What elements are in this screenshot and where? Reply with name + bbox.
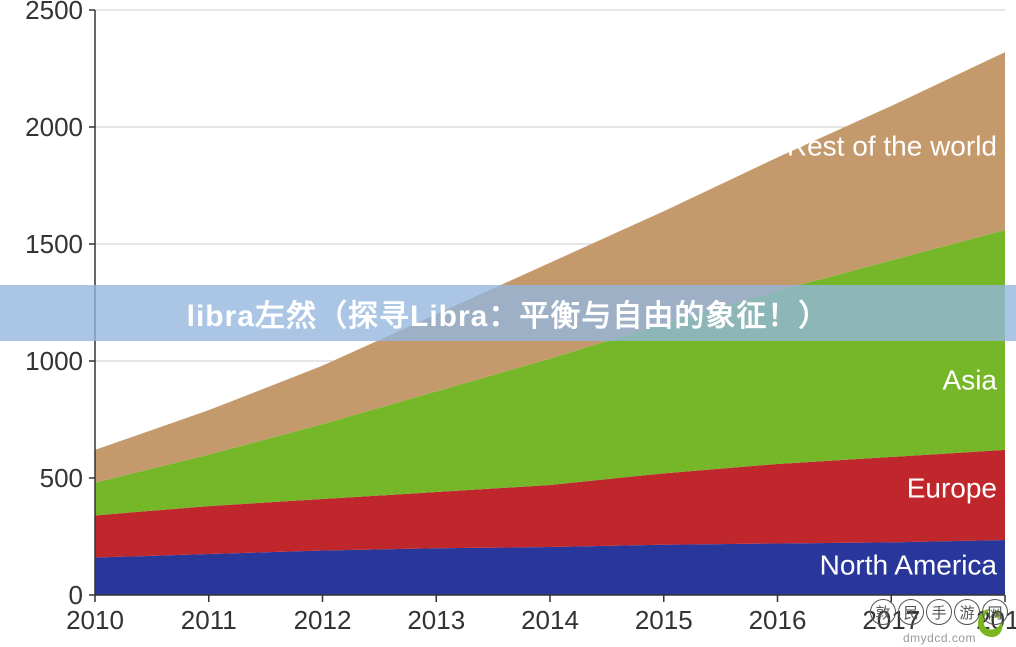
watermark-char: 网 — [982, 599, 1008, 625]
x-tick-label: 2011 — [181, 605, 237, 635]
watermark-char: 民 — [898, 599, 924, 625]
x-tick-label: 2010 — [66, 605, 124, 635]
watermark-char: 敦 — [870, 599, 896, 625]
watermark-text: 敦民手游网 — [870, 599, 1008, 625]
x-tick-label: 2012 — [294, 605, 352, 635]
title-overlay-band: libra左然（探寻Libra：平衡与自由的象征！） — [0, 285, 1016, 341]
watermark-char: 手 — [926, 599, 952, 625]
chart-container: 0500100015002000250020102011201220132014… — [0, 0, 1016, 647]
x-tick-label: 2016 — [749, 605, 807, 635]
y-tick-label: 2500 — [25, 0, 83, 25]
title-overlay-text: libra左然（探寻Libra：平衡与自由的象征！） — [187, 291, 830, 335]
region-label-na: North America — [820, 550, 998, 581]
y-tick-label: 500 — [40, 463, 83, 493]
watermark-url: dmydcd.com — [903, 631, 976, 645]
region-label-rest: Rest of the world — [787, 131, 997, 162]
region-label-asia: Asia — [943, 365, 998, 396]
region-label-europe: Europe — [907, 472, 997, 503]
x-tick-label: 2013 — [407, 605, 465, 635]
y-tick-label: 1000 — [25, 346, 83, 376]
y-tick-label: 1500 — [25, 229, 83, 259]
watermark-char: 游 — [954, 599, 980, 625]
x-tick-label: 2015 — [635, 605, 693, 635]
x-tick-label: 2014 — [521, 605, 579, 635]
y-tick-label: 2000 — [25, 112, 83, 142]
